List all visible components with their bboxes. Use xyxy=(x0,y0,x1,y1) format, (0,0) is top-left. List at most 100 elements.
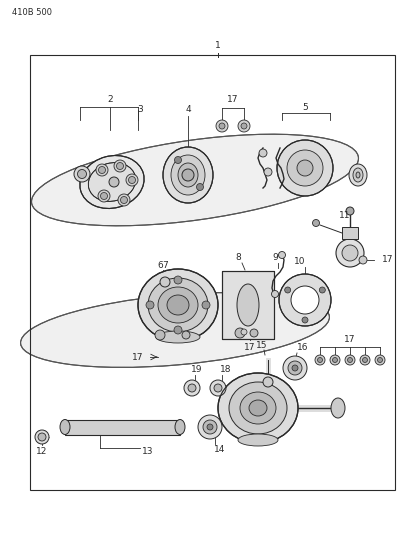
Text: 9: 9 xyxy=(272,254,278,262)
Text: 18: 18 xyxy=(220,366,232,375)
Text: 16: 16 xyxy=(297,343,309,352)
Circle shape xyxy=(302,317,308,323)
Circle shape xyxy=(288,361,302,375)
Circle shape xyxy=(146,301,154,309)
Circle shape xyxy=(285,287,290,293)
Ellipse shape xyxy=(218,373,298,443)
Circle shape xyxy=(362,358,368,362)
Circle shape xyxy=(35,430,49,444)
Circle shape xyxy=(238,120,250,132)
Circle shape xyxy=(117,163,124,169)
Bar xyxy=(222,271,274,339)
Circle shape xyxy=(342,245,358,261)
Circle shape xyxy=(188,384,196,392)
Ellipse shape xyxy=(20,293,329,367)
Circle shape xyxy=(359,256,367,264)
Circle shape xyxy=(214,384,222,392)
Text: 4: 4 xyxy=(185,106,191,115)
Ellipse shape xyxy=(249,400,267,416)
Circle shape xyxy=(346,207,354,215)
Circle shape xyxy=(109,177,119,187)
Ellipse shape xyxy=(163,147,213,203)
Circle shape xyxy=(277,140,333,196)
Circle shape xyxy=(250,329,258,337)
Circle shape xyxy=(263,377,273,387)
Ellipse shape xyxy=(240,392,276,424)
Circle shape xyxy=(197,183,204,190)
Bar xyxy=(65,420,180,435)
Circle shape xyxy=(100,192,107,199)
Text: 2: 2 xyxy=(107,95,113,104)
Circle shape xyxy=(283,356,307,380)
Text: 3: 3 xyxy=(137,106,143,115)
Circle shape xyxy=(160,277,170,287)
Ellipse shape xyxy=(88,163,136,201)
Circle shape xyxy=(74,166,90,182)
Text: 19: 19 xyxy=(191,366,203,375)
Text: 5: 5 xyxy=(302,103,308,112)
Ellipse shape xyxy=(60,419,70,434)
Ellipse shape xyxy=(331,398,345,418)
Circle shape xyxy=(235,328,245,338)
Circle shape xyxy=(114,160,126,172)
Ellipse shape xyxy=(148,278,208,332)
Circle shape xyxy=(129,176,135,183)
Circle shape xyxy=(155,330,165,340)
Text: 10: 10 xyxy=(294,257,306,266)
Circle shape xyxy=(360,355,370,365)
Circle shape xyxy=(377,358,383,362)
Circle shape xyxy=(241,123,247,129)
Ellipse shape xyxy=(238,434,278,446)
Circle shape xyxy=(96,164,108,176)
Circle shape xyxy=(182,169,194,181)
Text: 6: 6 xyxy=(157,261,163,270)
Bar xyxy=(30,55,395,490)
Ellipse shape xyxy=(178,163,198,187)
Circle shape xyxy=(210,380,226,396)
Circle shape xyxy=(259,149,267,157)
Ellipse shape xyxy=(349,164,367,186)
Text: 12: 12 xyxy=(36,448,48,456)
Text: 13: 13 xyxy=(142,448,154,456)
Circle shape xyxy=(198,415,222,439)
Ellipse shape xyxy=(175,419,185,434)
Circle shape xyxy=(98,166,106,174)
Circle shape xyxy=(319,287,325,293)
Circle shape xyxy=(375,355,385,365)
Circle shape xyxy=(291,286,319,314)
Ellipse shape xyxy=(356,172,360,178)
Circle shape xyxy=(279,274,331,326)
Text: 17: 17 xyxy=(227,95,239,104)
Circle shape xyxy=(216,120,228,132)
Circle shape xyxy=(264,168,272,176)
Circle shape xyxy=(207,424,213,430)
Circle shape xyxy=(313,220,319,227)
Circle shape xyxy=(345,355,355,365)
Ellipse shape xyxy=(167,295,189,315)
Circle shape xyxy=(118,194,130,206)
Ellipse shape xyxy=(138,269,218,341)
Text: 11: 11 xyxy=(339,211,351,220)
Text: 17: 17 xyxy=(132,352,144,361)
Circle shape xyxy=(120,197,127,204)
Circle shape xyxy=(241,329,247,335)
Circle shape xyxy=(297,160,313,176)
Text: 17: 17 xyxy=(244,343,256,352)
Circle shape xyxy=(182,331,190,339)
Circle shape xyxy=(203,420,217,434)
Circle shape xyxy=(330,355,340,365)
Ellipse shape xyxy=(156,331,200,343)
Circle shape xyxy=(271,290,279,297)
Circle shape xyxy=(336,239,364,267)
Circle shape xyxy=(184,380,200,396)
Circle shape xyxy=(333,358,337,362)
Circle shape xyxy=(292,365,298,371)
Circle shape xyxy=(38,433,46,441)
Ellipse shape xyxy=(229,382,287,434)
Text: 410B 500: 410B 500 xyxy=(12,8,52,17)
Ellipse shape xyxy=(158,287,198,323)
Circle shape xyxy=(202,301,210,309)
Circle shape xyxy=(317,358,322,362)
Circle shape xyxy=(287,150,323,186)
Circle shape xyxy=(348,358,353,362)
